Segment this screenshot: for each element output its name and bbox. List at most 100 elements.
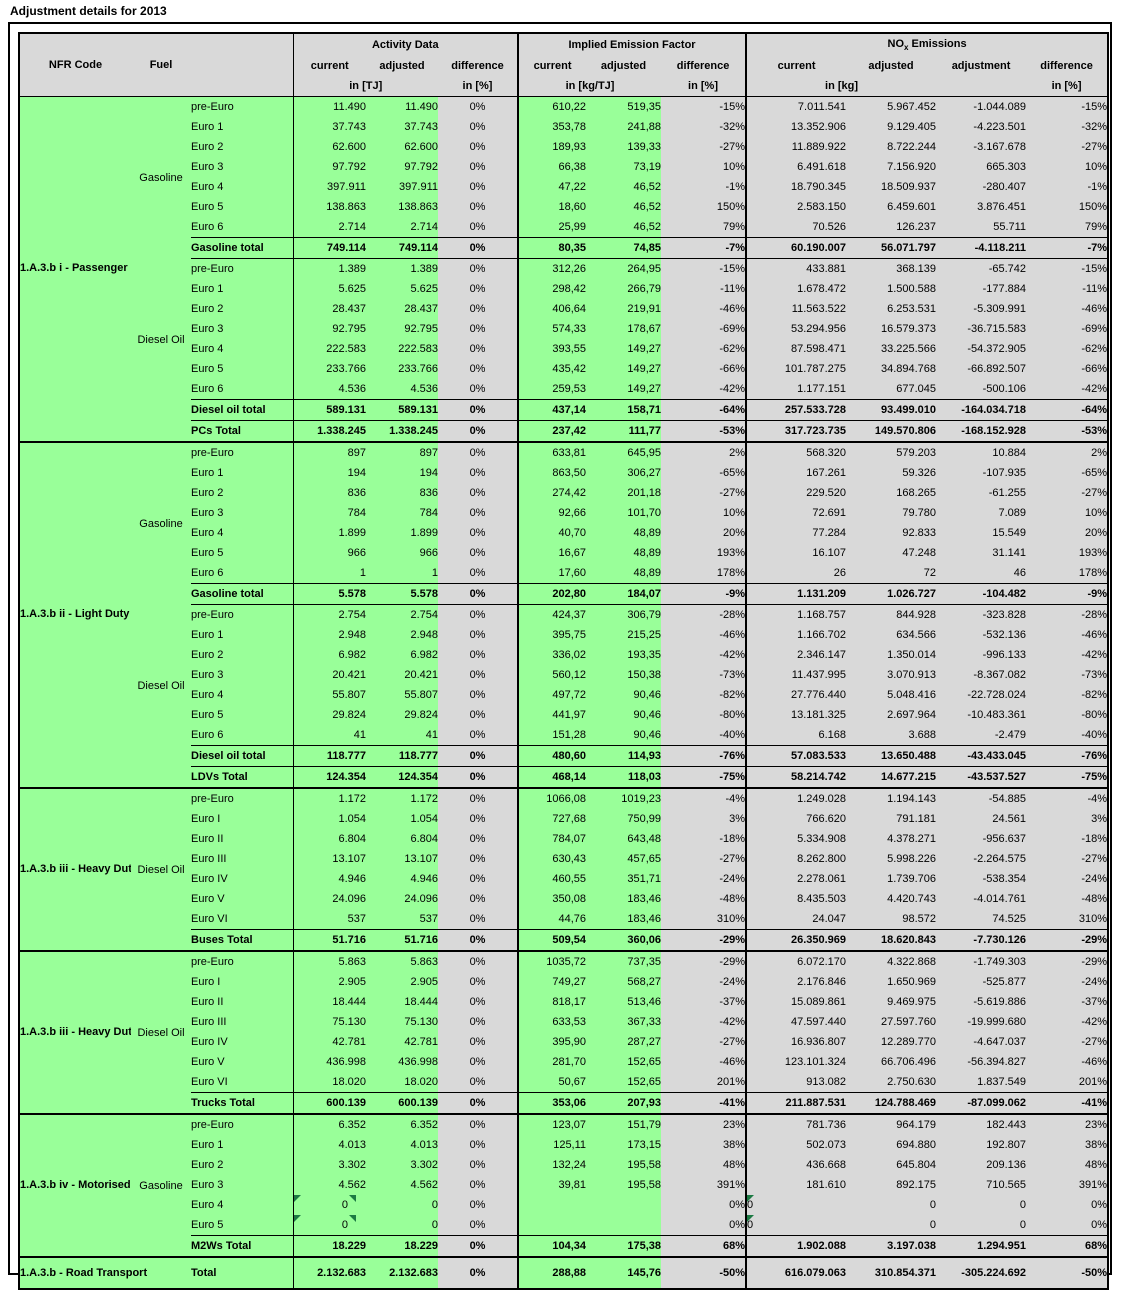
activity-adjusted-cell[interactable]: 589.131 — [366, 399, 438, 421]
ief-difference-cell[interactable]: 201% — [661, 1072, 748, 1093]
activity-adjusted-cell[interactable]: 966 — [366, 543, 438, 563]
nox-adjusted-cell[interactable]: 9.469.975 — [846, 992, 937, 1012]
nox-difference-cell[interactable]: -4% — [1026, 788, 1109, 809]
activity-adjusted-cell[interactable]: 28.437 — [366, 299, 438, 319]
activity-current-cell[interactable]: 4.946 — [293, 869, 366, 889]
ief-difference-cell[interactable]: 178% — [661, 563, 748, 584]
nox-difference-cell[interactable]: -80% — [1026, 705, 1109, 725]
ief-current-cell[interactable]: 189,93 — [518, 137, 587, 157]
ief-adjusted-cell[interactable]: 158,71 — [586, 399, 662, 421]
ief-adjusted-cell[interactable]: 118,03 — [586, 766, 662, 789]
nox-adjusted-cell[interactable]: 964.179 — [846, 1114, 937, 1135]
nox-difference-cell[interactable]: 23% — [1026, 1114, 1109, 1135]
ief-adjusted-cell[interactable]: 266,79 — [586, 279, 662, 299]
activity-adjusted-cell[interactable]: 1.899 — [366, 523, 438, 543]
activity-difference-cell[interactable]: 0% — [438, 992, 520, 1012]
activity-difference-cell[interactable]: 0% — [438, 849, 520, 869]
activity-current-cell[interactable]: 5.578 — [293, 583, 366, 605]
nox-current-cell[interactable]: 72.691 — [746, 503, 847, 523]
ief-difference-cell[interactable]: -24% — [661, 972, 748, 992]
row-label[interactable]: Total — [191, 1257, 294, 1289]
nox-adjustment-cell[interactable]: -2.479 — [936, 725, 1027, 746]
row-label[interactable]: pre-Euro — [191, 96, 294, 117]
ief-difference-cell[interactable]: -27% — [661, 1032, 748, 1052]
nox-current-cell[interactable]: 53.294.956 — [746, 319, 847, 339]
ief-difference-cell[interactable]: -53% — [661, 420, 748, 443]
nox-adjustment-cell[interactable]: 182.443 — [936, 1114, 1027, 1135]
activity-adjusted-cell[interactable]: 62.600 — [366, 137, 438, 157]
activity-difference-cell[interactable]: 0% — [438, 1235, 520, 1258]
nox-adjusted-cell[interactable]: 7.156.920 — [846, 157, 937, 177]
nox-adjustment-cell[interactable]: -107.935 — [936, 463, 1027, 483]
nox-difference-cell[interactable]: -48% — [1026, 889, 1109, 909]
nfr-code-cell[interactable]: 1.A.3.b iv - Motorised Two- Wheelers (M2… — [19, 1114, 131, 1258]
activity-adjusted-cell[interactable]: 2.132.683 — [366, 1257, 438, 1289]
activity-adjusted-cell[interactable]: 42.781 — [366, 1032, 438, 1052]
activity-current-cell[interactable]: 4.013 — [293, 1135, 366, 1155]
nox-difference-cell[interactable]: 150% — [1026, 197, 1109, 217]
nox-current-cell[interactable]: 13.181.325 — [746, 705, 847, 725]
nox-adjustment-cell[interactable]: -65.742 — [936, 258, 1027, 279]
activity-difference-cell[interactable]: 0% — [438, 889, 520, 909]
activity-adjusted-cell[interactable]: 97.792 — [366, 157, 438, 177]
ief-current-cell[interactable]: 633,81 — [518, 442, 587, 463]
nox-adjustment-cell[interactable]: -43.537.527 — [936, 766, 1027, 789]
activity-difference-cell[interactable]: 0% — [438, 258, 520, 279]
nox-adjusted-cell[interactable]: 677.045 — [846, 379, 937, 400]
activity-current-cell[interactable]: 37.743 — [293, 117, 366, 137]
ief-adjusted-cell[interactable]: 111,77 — [586, 420, 662, 443]
row-label[interactable]: pre-Euro — [191, 788, 294, 809]
nox-adjusted-cell[interactable]: 8.722.244 — [846, 137, 937, 157]
ief-current-cell[interactable]: 395,90 — [518, 1032, 587, 1052]
activity-difference-cell[interactable]: 0% — [438, 951, 520, 972]
row-label[interactable]: Euro 5 — [191, 705, 294, 725]
nox-current-cell[interactable]: 2.176.846 — [746, 972, 847, 992]
ief-adjusted-cell[interactable]: 367,33 — [586, 1012, 662, 1032]
ief-adjusted-cell[interactable]: 306,79 — [586, 604, 662, 625]
activity-adjusted-cell[interactable]: 1 — [366, 563, 438, 584]
nox-current-cell[interactable]: 6.072.170 — [746, 951, 847, 972]
ief-current-cell[interactable]: 468,14 — [518, 766, 587, 789]
ief-current-cell[interactable]: 460,55 — [518, 869, 587, 889]
ief-difference-cell[interactable]: -29% — [661, 929, 748, 952]
ief-adjusted-cell[interactable]: 519,35 — [586, 96, 662, 117]
row-label[interactable]: Euro 1 — [191, 625, 294, 645]
ief-difference-cell[interactable]: -75% — [661, 766, 748, 789]
activity-difference-cell[interactable]: 0% — [438, 217, 520, 238]
nox-adjusted-cell[interactable]: 368.139 — [846, 258, 937, 279]
ief-difference-cell[interactable]: 38% — [661, 1135, 748, 1155]
ief-adjusted-cell[interactable]: 139,33 — [586, 137, 662, 157]
nox-current-cell[interactable]: 913.082 — [746, 1072, 847, 1093]
nox-current-cell[interactable]: 1.166.702 — [746, 625, 847, 645]
nox-difference-cell[interactable]: -40% — [1026, 725, 1109, 746]
ief-current-cell[interactable]: 749,27 — [518, 972, 587, 992]
activity-adjusted-cell[interactable]: 51.716 — [366, 929, 438, 952]
ief-difference-cell[interactable]: -46% — [661, 1052, 748, 1072]
nox-current-cell[interactable]: 1.131.209 — [746, 583, 847, 605]
activity-difference-cell[interactable]: 0% — [438, 543, 520, 563]
ief-adjusted-cell[interactable]: 149,27 — [586, 379, 662, 400]
nox-adjusted-cell[interactable]: 9.129.405 — [846, 117, 937, 137]
activity-adjusted-cell[interactable]: 18.020 — [366, 1072, 438, 1093]
nox-adjusted-cell[interactable]: 579.203 — [846, 442, 937, 463]
ief-adjusted-cell[interactable]: 306,27 — [586, 463, 662, 483]
row-label[interactable]: Euro I — [191, 809, 294, 829]
ief-adjusted-cell[interactable]: 360,06 — [586, 929, 662, 952]
activity-difference-cell[interactable]: 0% — [438, 766, 520, 789]
activity-difference-cell[interactable]: 0% — [438, 909, 520, 930]
activity-current-cell[interactable]: 966 — [293, 543, 366, 563]
ief-difference-cell[interactable]: 150% — [661, 197, 748, 217]
nfr-code-cell[interactable]: 1.A.3.b iii - Heavy Duty Vehicle: Buses — [19, 788, 131, 952]
row-label[interactable]: Euro VI — [191, 1072, 294, 1093]
nox-current-cell[interactable]: 0 — [746, 1195, 847, 1215]
nox-current-cell[interactable]: 70.526 — [746, 217, 847, 238]
nox-difference-cell[interactable]: -75% — [1026, 766, 1109, 789]
activity-current-cell[interactable]: 11.490 — [293, 96, 366, 117]
activity-difference-cell[interactable]: 0% — [438, 1072, 520, 1093]
ief-adjusted-cell[interactable]: 201,18 — [586, 483, 662, 503]
activity-current-cell[interactable]: 18.020 — [293, 1072, 366, 1093]
ief-adjusted-cell[interactable]: 183,46 — [586, 889, 662, 909]
row-label[interactable]: Euro 6 — [191, 379, 294, 400]
ief-adjusted-cell[interactable]: 737,35 — [586, 951, 662, 972]
nox-adjustment-cell[interactable]: -956.637 — [936, 829, 1027, 849]
